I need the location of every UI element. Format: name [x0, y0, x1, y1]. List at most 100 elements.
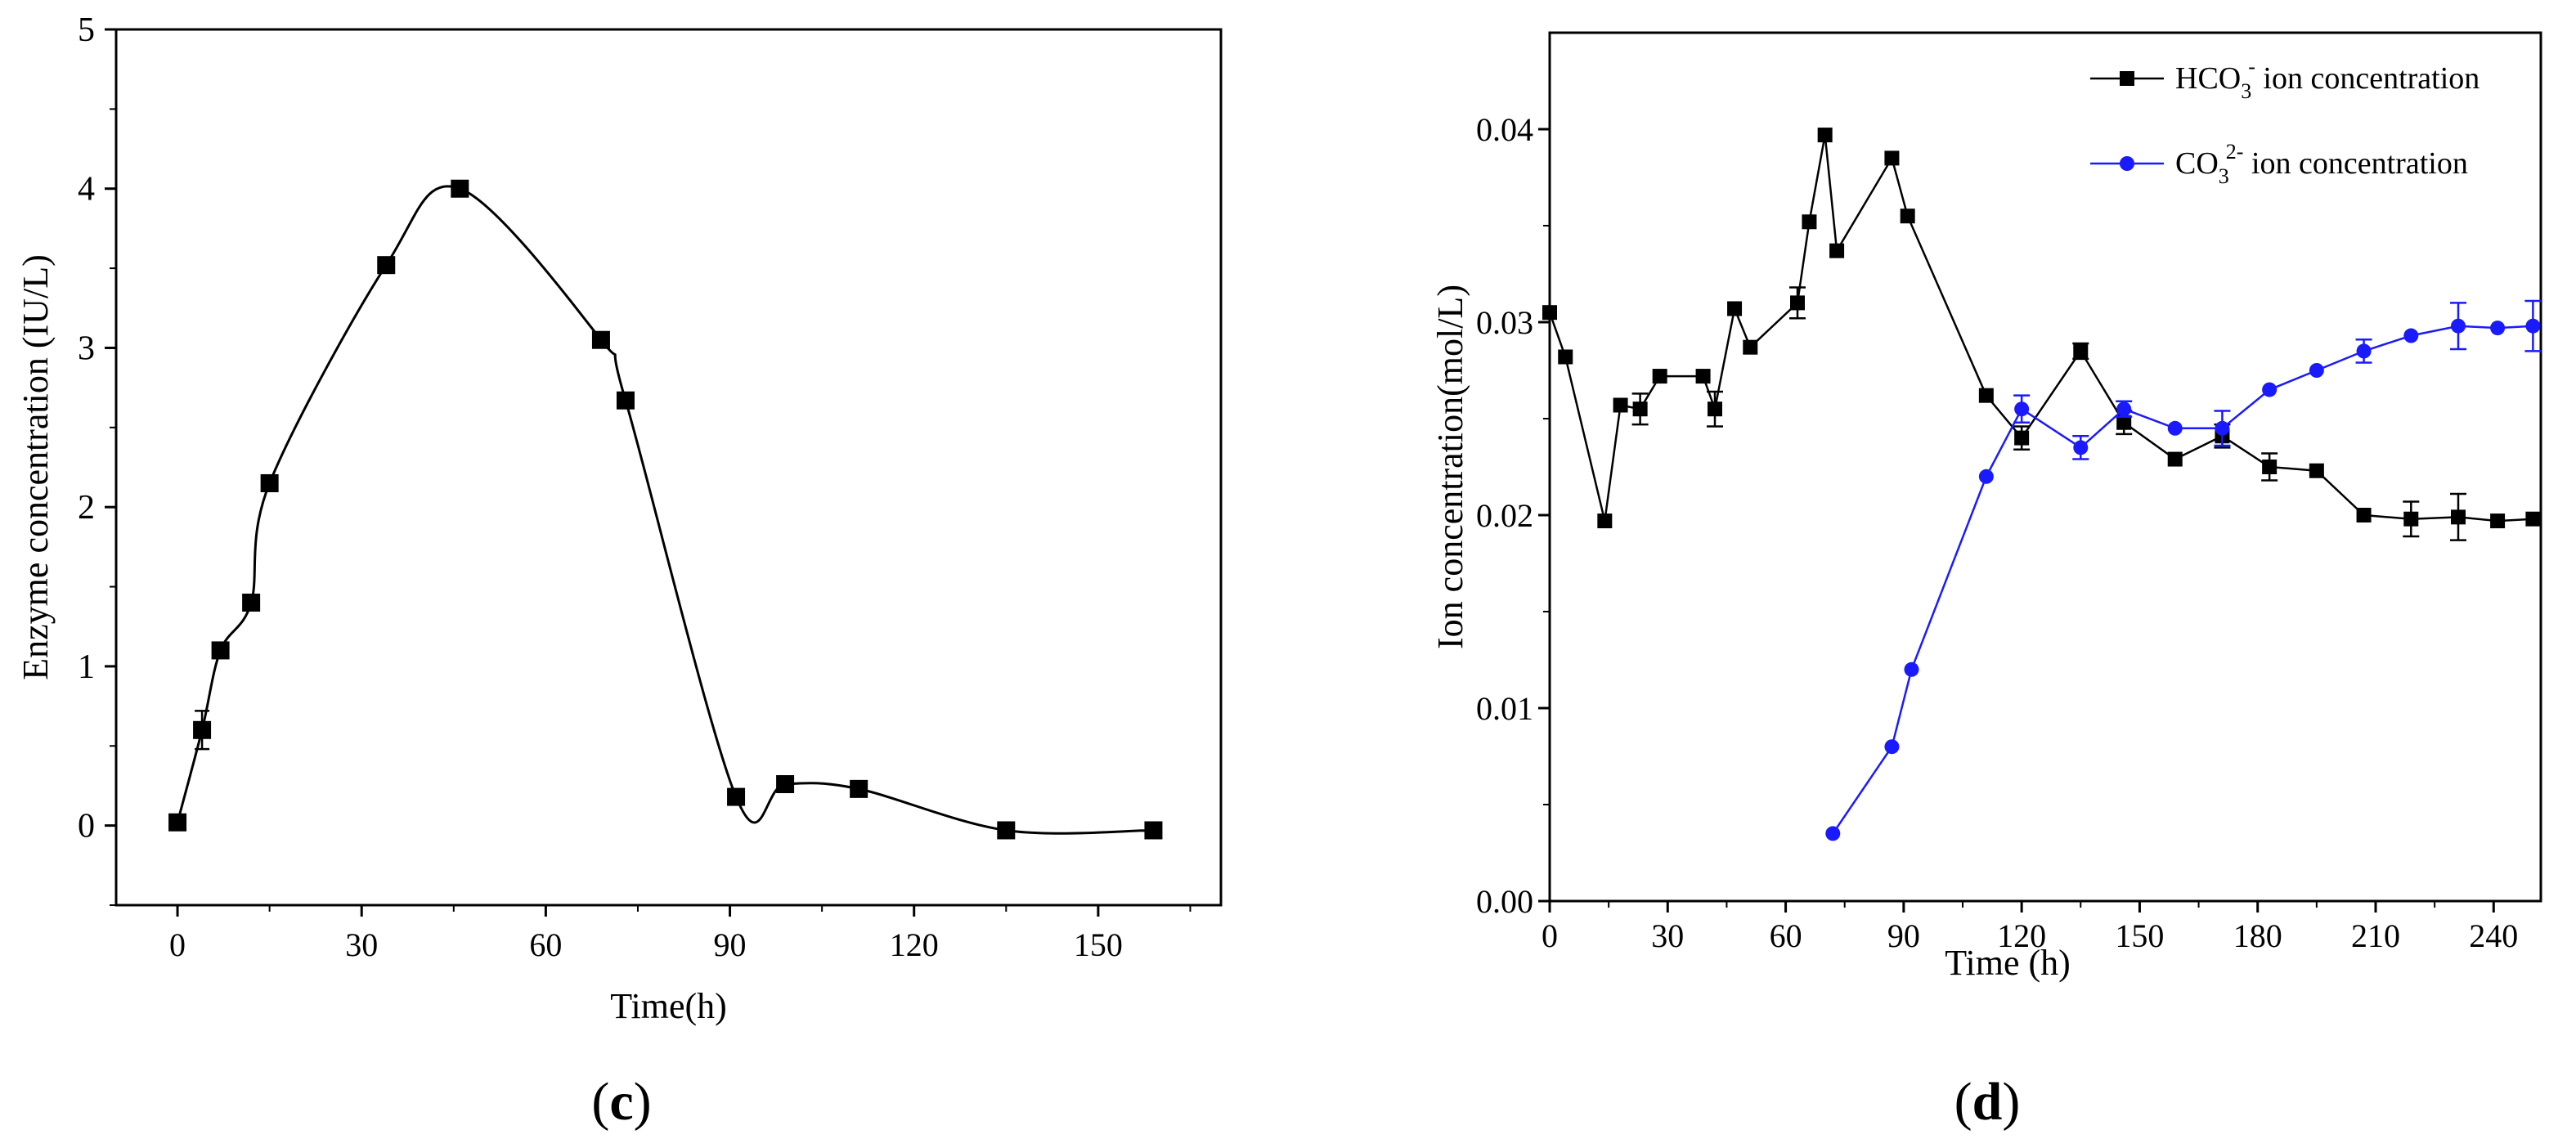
smooth-curve [176, 185, 1154, 835]
data-point [2490, 513, 2506, 529]
y-tick-label: 5 [78, 11, 95, 49]
series-line [1832, 325, 2533, 835]
x-tick-label: 150 [1074, 926, 1123, 963]
legend-label: HCO3- ion concentration [2175, 55, 2480, 103]
data-point [377, 256, 396, 275]
y-tick-label: 0.00 [1476, 883, 1533, 920]
series-line [1548, 134, 2533, 522]
data-point [1802, 214, 1817, 230]
y-tick-label: 0.03 [1476, 304, 1533, 341]
data-point [2262, 382, 2278, 397]
x-tick-label: 60 [1770, 917, 1802, 954]
data-point [2014, 401, 2030, 417]
data-point [1727, 301, 1743, 316]
data-point [2490, 321, 2506, 336]
y-axis-label: Enzyme concentration (IU/L) [16, 254, 56, 679]
y-tick-label: 0.01 [1476, 690, 1533, 727]
data-point [1743, 339, 1758, 355]
y-tick-label: 0 [78, 808, 95, 845]
data-point [2073, 343, 2089, 359]
data-point [2403, 511, 2419, 527]
y-tick-label: 3 [78, 330, 95, 367]
chart-d-ion: 0 30 60 90 120 150 180 210 240 0.00 0.01 0.02 0.03 0.… [1430, 31, 2542, 983]
x-tick-label: 120 [890, 926, 939, 963]
data-point [850, 779, 868, 798]
data-point [1632, 401, 1648, 417]
x-tick-label: 90 [714, 926, 747, 963]
y-tick-label: 2 [78, 489, 95, 527]
data-point [2525, 318, 2541, 334]
data-point [776, 775, 795, 794]
data-point [1558, 349, 1573, 365]
data-point [242, 594, 261, 612]
data-point [2309, 463, 2324, 478]
data-point [2167, 451, 2183, 467]
chart-c-enzyme: 0 30 60 90 120 150 0 1 2 3 4 5 Time(h) Enzyme concent… [16, 11, 1223, 1026]
x-axis-label: Time(h) [610, 986, 727, 1026]
legend-marker [2120, 156, 2134, 171]
data-point [168, 813, 187, 832]
data-point [1978, 469, 1994, 484]
data-point [211, 641, 230, 660]
x-tick-label: 120 [1997, 917, 2046, 954]
legend-marker [2120, 71, 2134, 86]
data-point [997, 821, 1016, 840]
data-point [1790, 295, 1805, 311]
panel-label-d: (d) [1954, 1072, 2021, 1132]
x-tick-label: 180 [2233, 917, 2282, 954]
data-point [1900, 209, 1915, 224]
data-point [1708, 401, 1722, 417]
data-point [1542, 305, 1557, 321]
legend-label: CO32- ion concentration [2175, 140, 2468, 188]
x-tick-label: 0 [1542, 917, 1558, 954]
y-tick-label: 1 [78, 648, 95, 686]
data-point [1613, 397, 1628, 413]
data-point [193, 720, 212, 739]
x-tick-label: 30 [1651, 917, 1684, 954]
data-point [260, 473, 279, 492]
y-tick-label: 0.04 [1476, 111, 1533, 148]
data-point [1904, 661, 1919, 677]
y-tick-label: 4 [78, 171, 95, 209]
data-point [1978, 388, 1994, 403]
data-point [2356, 343, 2372, 359]
plot-frame [114, 28, 1223, 907]
y-tick-label: 0.02 [1476, 497, 1533, 534]
data-point [2309, 363, 2324, 378]
data-point [2116, 401, 2132, 417]
data-point [1825, 826, 1841, 841]
data-point [2451, 509, 2466, 525]
x-tick-label: 60 [529, 926, 562, 963]
x-tick-label: 90 [1887, 917, 1920, 954]
data-point [2403, 328, 2419, 343]
x-tick-label: 210 [2351, 917, 2400, 954]
data-point [1829, 243, 1845, 258]
data-point [451, 179, 469, 198]
data-point [1884, 150, 1900, 166]
data-point [2014, 430, 2030, 446]
data-point [1884, 739, 1900, 755]
data-point [616, 391, 635, 410]
data-point [1695, 369, 1711, 384]
data-point [2167, 420, 2183, 436]
data-point [1652, 369, 1667, 384]
data-point [591, 330, 610, 349]
data-point [727, 787, 746, 806]
data-point [2356, 508, 2372, 522]
y-axis-label: Ion concentration(mol/L) [1430, 285, 1470, 649]
data-point [2073, 440, 2089, 455]
x-tick-label: 240 [2469, 917, 2518, 954]
data-point [2116, 415, 2132, 430]
data-point [2262, 460, 2278, 474]
x-tick-label: 150 [2115, 917, 2164, 954]
data-point [2451, 318, 2466, 334]
panel-label-c: (c) [591, 1072, 652, 1132]
data-point [1144, 821, 1163, 840]
data-point [1597, 513, 1613, 529]
x-tick-label: 30 [345, 926, 378, 963]
data-point [2525, 511, 2541, 527]
x-tick-label: 0 [169, 926, 186, 963]
plot-frame [1548, 31, 2542, 903]
data-point [2215, 420, 2230, 436]
